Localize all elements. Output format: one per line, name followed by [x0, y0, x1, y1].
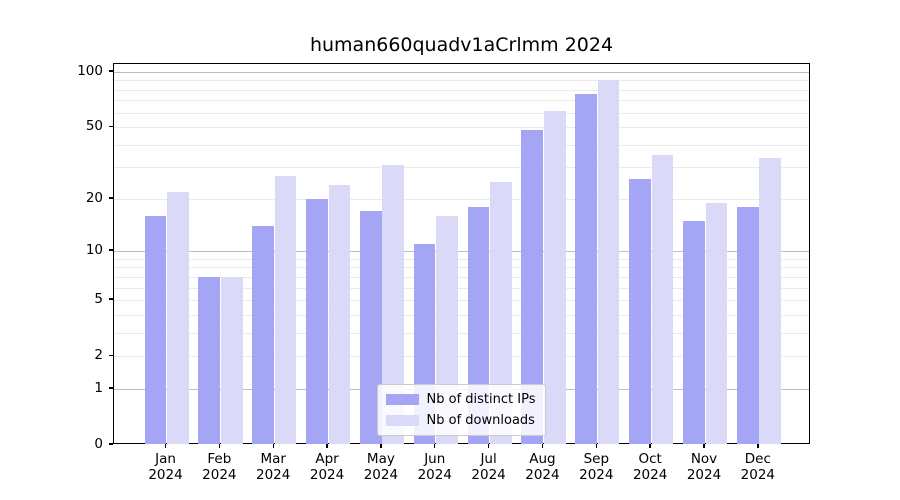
bar-distinct-ips-jan — [144, 216, 167, 444]
x-tick-mark — [218, 444, 221, 448]
x-tick-label: May 2024 — [363, 451, 399, 483]
y-tick-mark — [109, 387, 113, 389]
bar-distinct-ips-nov — [683, 220, 705, 444]
legend-item-downloads: Nb of downloads — [385, 413, 536, 428]
x-tick-mark — [272, 444, 274, 448]
legend-item-distinct-ips: Nb of distinct IPs — [385, 392, 536, 407]
x-tick-mark — [487, 444, 490, 448]
minor-gridline — [114, 127, 809, 129]
bar-downloads-jul — [490, 181, 512, 444]
major-gridline — [114, 71, 809, 73]
legend-swatch-downloads — [385, 415, 419, 426]
bar-distinct-ips-sep — [575, 93, 597, 444]
y-tick-label: 10 — [85, 242, 103, 259]
x-tick-label: Jul 2024 — [471, 451, 506, 483]
y-tick-label: 50 — [85, 118, 103, 135]
y-tick-mark — [109, 354, 113, 356]
x-tick-mark — [164, 444, 167, 448]
minor-gridline — [114, 314, 809, 316]
legend-swatch-distinct-ips — [385, 394, 419, 405]
bar-downloads-feb — [220, 276, 243, 444]
minor-gridline — [114, 89, 809, 91]
y-tick-mark — [109, 298, 113, 300]
x-tick-label: Aug 2024 — [525, 451, 560, 483]
x-tick-mark — [703, 444, 705, 448]
bar-distinct-ips-apr — [306, 198, 328, 444]
minor-gridline — [114, 112, 809, 114]
bar-distinct-ips-oct — [629, 178, 651, 444]
y-tick-label: 20 — [85, 189, 103, 206]
y-tick-mark — [109, 197, 113, 199]
minor-gridline — [114, 198, 809, 200]
bar-distinct-ips-aug — [521, 130, 544, 444]
y-tick-label: 100 — [77, 62, 103, 79]
x-tick-mark — [380, 444, 382, 448]
bar-downloads-oct — [651, 155, 674, 444]
y-tick-mark — [109, 125, 113, 127]
major-gridline — [114, 251, 809, 253]
x-tick-label: Apr 2024 — [309, 451, 345, 483]
minor-gridline — [114, 300, 809, 302]
x-tick-mark — [541, 444, 544, 448]
minor-gridline — [114, 144, 809, 146]
minor-gridline — [114, 276, 809, 278]
y-tick-mark — [109, 443, 113, 445]
minor-gridline — [114, 287, 809, 289]
chart-legend: Nb of distinct IPs Nb of downloads — [376, 384, 547, 436]
chart-title: human660quadv1aCrlmm 2024 — [309, 34, 614, 56]
bar-downloads-mar — [274, 175, 297, 444]
y-tick-label: 2 — [94, 347, 103, 364]
bar-downloads-aug — [543, 111, 566, 444]
minor-gridline — [114, 258, 809, 260]
bar-downloads-may — [382, 164, 405, 444]
x-tick-label: Jun 2024 — [417, 451, 452, 483]
legend-label-distinct-ips: Nb of distinct IPs — [426, 392, 536, 407]
minor-gridline — [114, 167, 809, 169]
bar-distinct-ips-mar — [252, 226, 274, 444]
bar-distinct-ips-feb — [198, 276, 221, 444]
minor-gridline — [114, 80, 809, 82]
minor-gridline — [114, 267, 809, 269]
y-tick-label: 5 — [94, 291, 103, 308]
bar-distinct-ips-may — [359, 211, 382, 444]
x-tick-label: Nov 2024 — [686, 451, 722, 483]
minor-gridline — [114, 332, 809, 334]
x-tick-label: Mar 2024 — [256, 451, 291, 483]
bar-downloads-jan — [167, 191, 189, 444]
x-tick-mark — [757, 444, 759, 448]
y-tick-label: 0 — [94, 436, 103, 452]
bar-downloads-apr — [328, 184, 351, 444]
minor-gridline — [114, 356, 809, 358]
legend-label-downloads: Nb of downloads — [426, 413, 535, 428]
x-tick-mark — [649, 444, 651, 448]
bar-downloads-sep — [597, 79, 620, 444]
x-tick-mark — [595, 444, 597, 448]
x-tick-label: Oct 2024 — [632, 451, 668, 483]
y-tick-label: 1 — [94, 379, 103, 396]
y-tick-mark — [109, 70, 113, 72]
x-tick-label: Feb 2024 — [202, 451, 237, 483]
x-tick-label: Sep 2024 — [579, 451, 614, 483]
x-tick-label: Dec 2024 — [740, 451, 776, 483]
x-tick-label: Jan 2024 — [148, 451, 183, 483]
bar-distinct-ips-dec — [736, 207, 759, 444]
bar-downloads-nov — [705, 202, 728, 444]
x-tick-mark — [434, 444, 436, 448]
plot-area: Nb of distinct IPs Nb of downloads — [113, 63, 810, 444]
bar-downloads-dec — [759, 157, 782, 444]
minor-gridline — [114, 100, 809, 102]
y-tick-mark — [109, 249, 113, 251]
x-tick-mark — [326, 444, 328, 448]
